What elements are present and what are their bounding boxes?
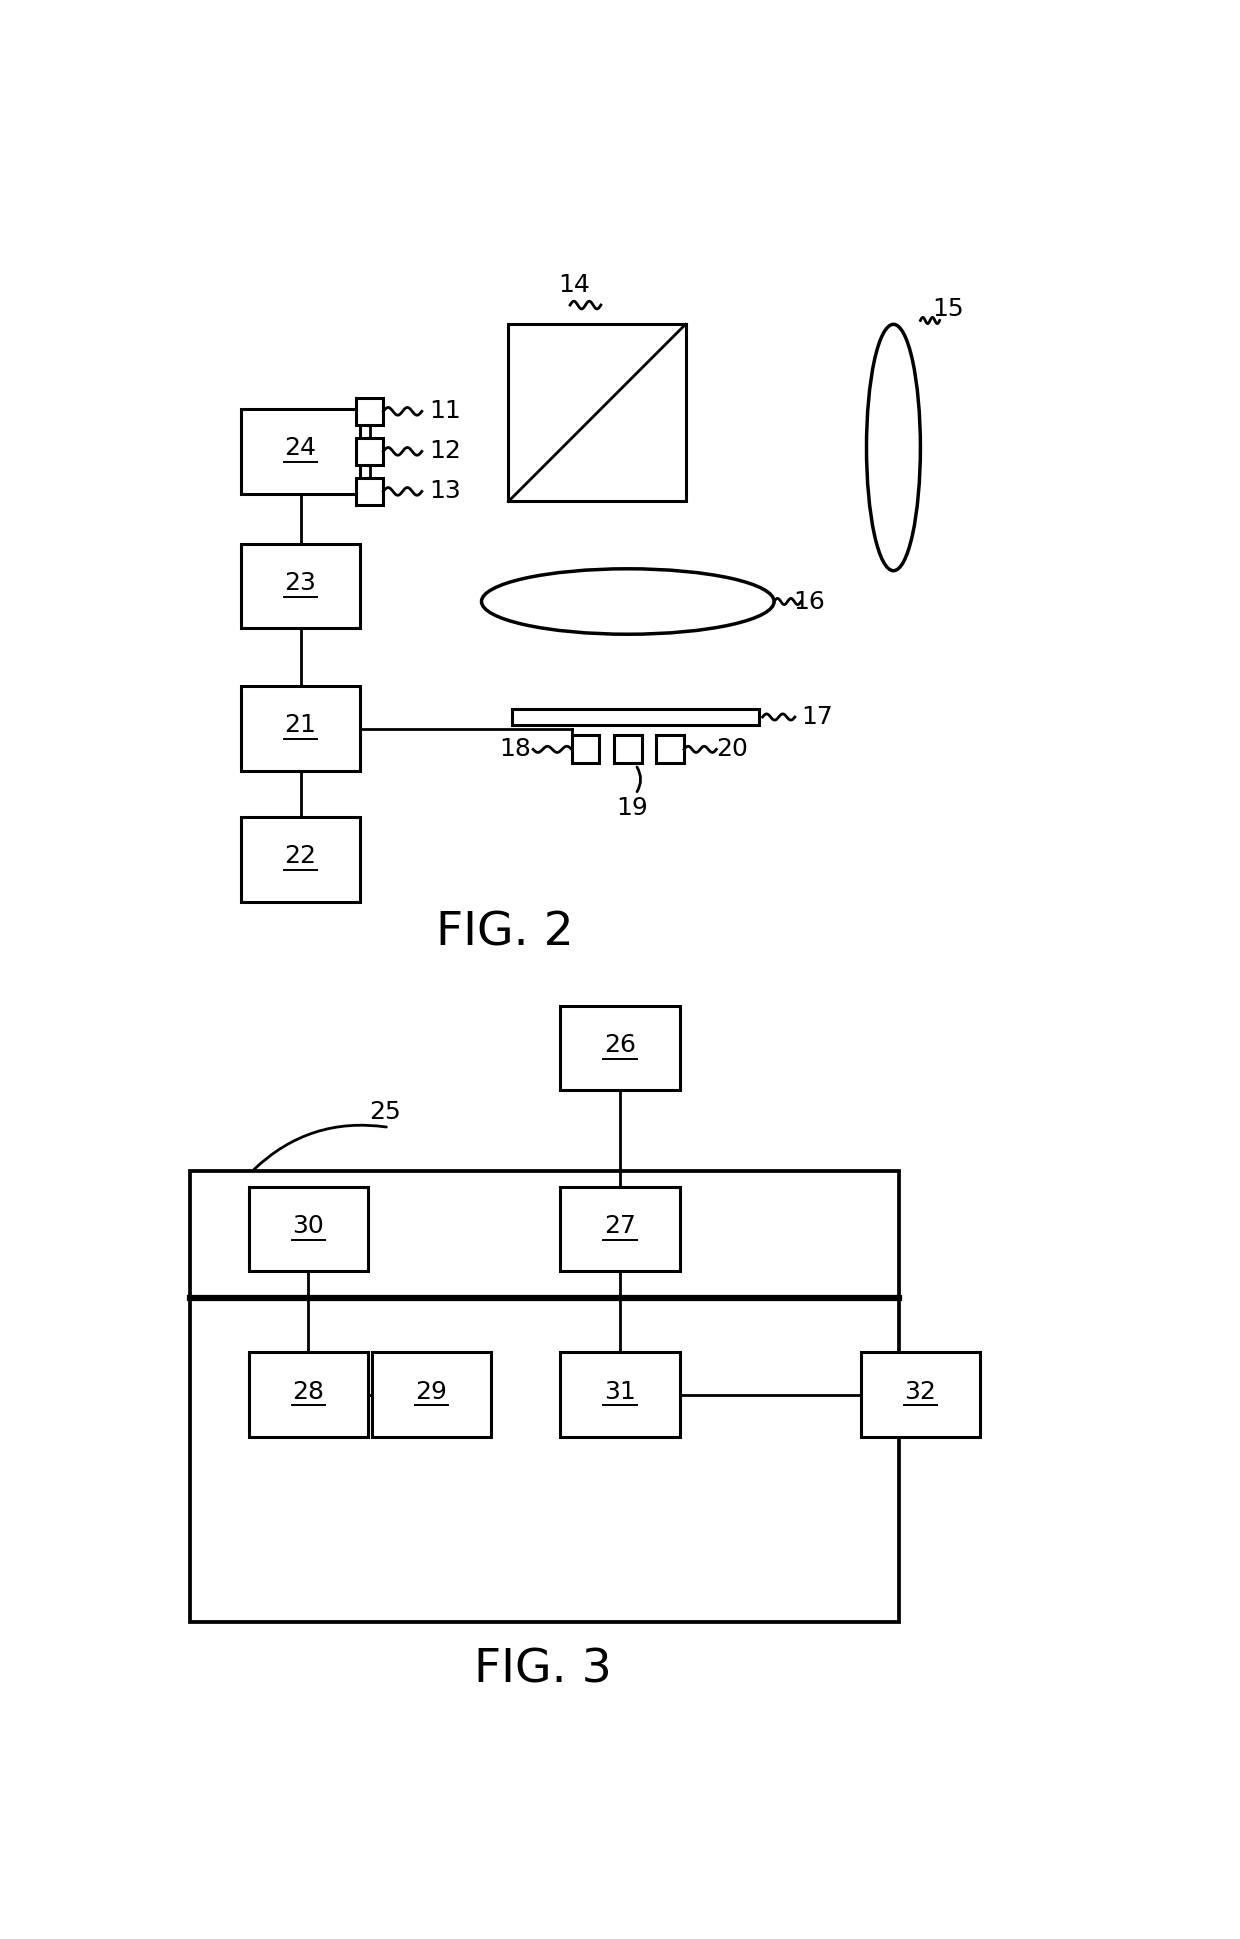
Text: 31: 31 [604, 1379, 636, 1404]
FancyBboxPatch shape [372, 1351, 491, 1437]
Text: 17: 17 [801, 706, 833, 729]
FancyBboxPatch shape [512, 708, 759, 725]
Text: 13: 13 [429, 479, 461, 504]
Text: 29: 29 [415, 1379, 448, 1404]
Text: 20: 20 [717, 737, 748, 762]
Text: 14: 14 [558, 273, 590, 297]
Text: 25: 25 [370, 1099, 401, 1123]
Text: 16: 16 [794, 589, 826, 613]
Text: 19: 19 [616, 795, 647, 820]
FancyBboxPatch shape [572, 735, 599, 764]
FancyBboxPatch shape [248, 1187, 368, 1272]
FancyBboxPatch shape [356, 397, 383, 425]
FancyBboxPatch shape [560, 1187, 680, 1272]
FancyBboxPatch shape [560, 1006, 680, 1090]
Text: 23: 23 [285, 570, 316, 595]
Text: 24: 24 [284, 436, 316, 460]
FancyBboxPatch shape [861, 1351, 980, 1437]
Ellipse shape [481, 568, 774, 634]
FancyBboxPatch shape [241, 816, 361, 902]
FancyBboxPatch shape [356, 477, 383, 504]
Text: 27: 27 [604, 1214, 636, 1237]
FancyBboxPatch shape [248, 1351, 368, 1437]
Text: 18: 18 [500, 737, 532, 762]
Text: 15: 15 [932, 297, 963, 322]
FancyBboxPatch shape [241, 686, 361, 772]
FancyBboxPatch shape [241, 409, 361, 494]
FancyBboxPatch shape [614, 735, 641, 764]
FancyBboxPatch shape [356, 438, 383, 465]
Text: 28: 28 [293, 1379, 324, 1404]
Text: 30: 30 [293, 1214, 324, 1237]
Text: 22: 22 [284, 843, 316, 869]
Text: 21: 21 [285, 714, 316, 737]
Text: FIG. 3: FIG. 3 [474, 1648, 613, 1693]
FancyBboxPatch shape [656, 735, 684, 764]
FancyBboxPatch shape [191, 1171, 899, 1621]
FancyBboxPatch shape [241, 543, 361, 628]
Text: FIG. 2: FIG. 2 [435, 909, 573, 956]
Text: 12: 12 [429, 440, 461, 463]
Ellipse shape [867, 324, 920, 570]
Text: 11: 11 [429, 399, 461, 423]
FancyBboxPatch shape [508, 324, 686, 502]
FancyBboxPatch shape [560, 1351, 680, 1437]
Text: 32: 32 [904, 1379, 936, 1404]
Text: 26: 26 [604, 1033, 636, 1057]
